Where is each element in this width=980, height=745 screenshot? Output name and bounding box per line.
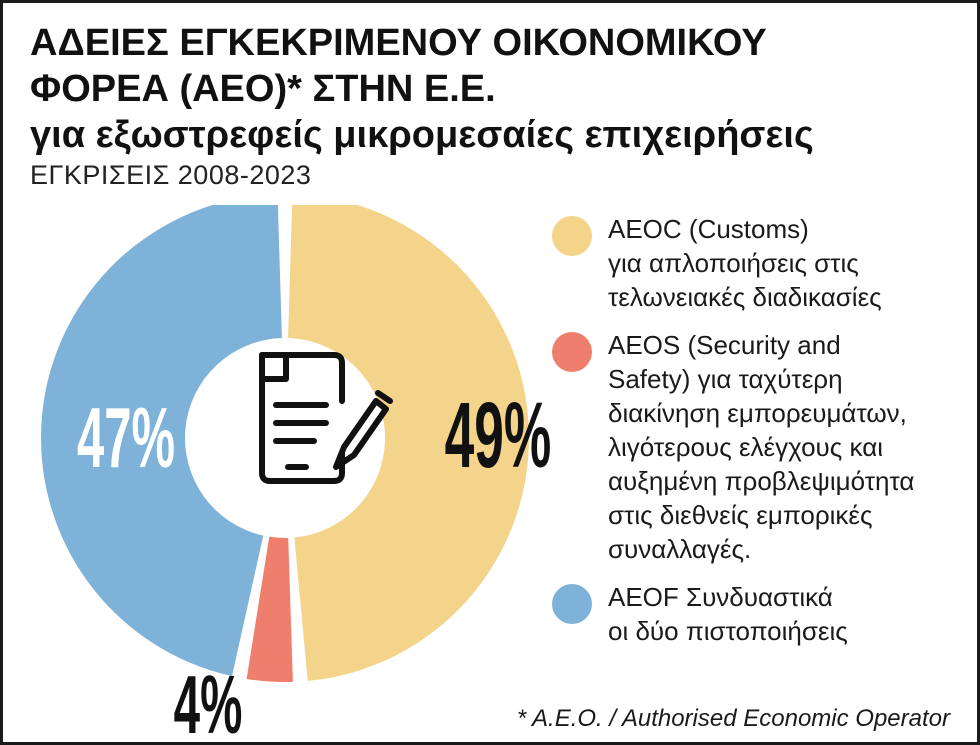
legend-label-aeos: AEOS (Security and Safety) για ταχύτερη δι… bbox=[608, 328, 972, 566]
slice-aeof bbox=[41, 205, 282, 677]
legend-line: συναλλαγές. bbox=[608, 534, 752, 564]
legend-label-aeof: AEOF Συνδυαστικά οι δύο πιστοποιήσεις bbox=[608, 580, 972, 648]
legend-line: AEOC (Customs) bbox=[608, 214, 809, 244]
legend-line: διακίνηση εμπορευμάτων, bbox=[608, 398, 907, 428]
slice-aeoc bbox=[288, 205, 529, 681]
chart-legend: AEOC (Customs) για απλοποιήσεις στις τελων… bbox=[552, 212, 972, 662]
chart-title: ΑΔΕΙΕΣ ΕΓΚΕΚΡΙΜΕΝΟΥ ΟΙΚΟΝΟΜΙΚΟΥ ΦΟΡΕΑ (Α… bbox=[30, 20, 960, 158]
legend-label-aeoc: AEOC (Customs) για απλοποιήσεις στις τελων… bbox=[608, 212, 972, 314]
legend-line: αυξημένη προβλεψιμότητα bbox=[608, 466, 915, 496]
title-line-1: ΑΔΕΙΕΣ ΕΓΚΕΚΡΙΜΕΝΟΥ ΟΙΚΟΝΟΜΙΚΟΥ bbox=[30, 22, 767, 64]
legend-swatch-aeoc bbox=[552, 216, 592, 256]
chart-subtitle: ΕΓΚΡΙΣΕΙΣ 2008-2023 bbox=[30, 160, 312, 190]
legend-line: AEOS (Security and bbox=[608, 330, 841, 360]
footnote: * A.E.O. / Authorised Economic Operator bbox=[516, 705, 950, 732]
legend-line: Safety) για ταχύτερη bbox=[608, 364, 843, 394]
slice-aeos bbox=[246, 536, 293, 682]
legend-line: τελωνειακές διαδικασίες bbox=[608, 282, 882, 312]
legend-item-aeof: AEOF Συνδυαστικά οι δύο πιστοποιήσεις bbox=[552, 580, 972, 648]
document-pen-icon bbox=[259, 352, 393, 484]
legend-line: λιγότερους ελέγχους και bbox=[608, 432, 884, 462]
legend-line: οι δύο πιστοποιήσεις bbox=[608, 616, 848, 646]
legend-line: AEOF Συνδυαστικά bbox=[608, 582, 833, 612]
donut-chart: 49%4%47% bbox=[41, 205, 550, 735]
title-line-2: ΦΟΡΕΑ (ΑΕΟ)* ΣΤΗΝ Ε.Ε. bbox=[30, 68, 496, 110]
legend-item-aeoc: AEOC (Customs) για απλοποιήσεις στις τελων… bbox=[552, 212, 972, 314]
legend-item-aeos: AEOS (Security and Safety) για ταχύτερη δι… bbox=[552, 328, 972, 566]
title-line-3: για εξωστρεφείς μικρομεσαίες επιχειρήσει… bbox=[30, 114, 814, 156]
data-label-aeof: 47% bbox=[77, 390, 175, 486]
data-label-aeoc: 49% bbox=[445, 384, 550, 487]
legend-line: για απλοποιήσεις στις bbox=[608, 248, 859, 278]
legend-swatch-aeos bbox=[552, 332, 592, 372]
legend-swatch-aeof bbox=[552, 584, 592, 624]
legend-line: στις διεθνείς εμπορικές bbox=[608, 500, 873, 530]
